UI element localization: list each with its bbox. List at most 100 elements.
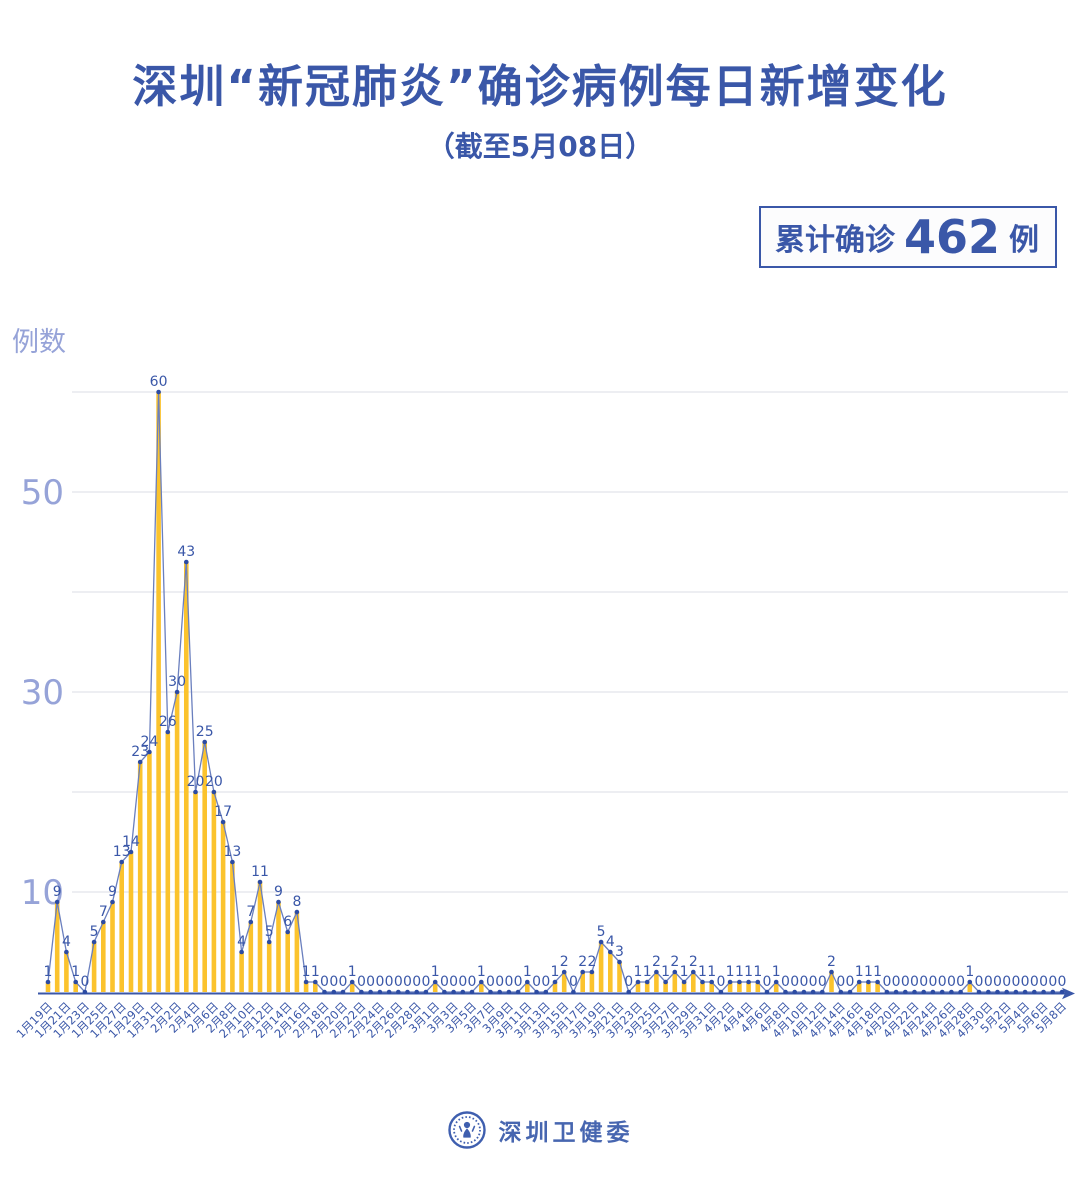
svg-text:11: 11 — [251, 864, 269, 880]
svg-text:0: 0 — [919, 974, 928, 990]
svg-text:0: 0 — [809, 974, 818, 990]
svg-text:2: 2 — [560, 954, 569, 970]
svg-text:50: 50 — [21, 473, 64, 513]
svg-text:5: 5 — [265, 924, 274, 940]
svg-text:0: 0 — [892, 974, 901, 990]
shenzhen-health-commission-logo-icon — [447, 1111, 486, 1149]
svg-text:0: 0 — [781, 974, 790, 990]
svg-text:23: 23 — [131, 744, 149, 760]
bars — [45, 392, 973, 992]
svg-text:1: 1 — [744, 964, 753, 980]
point-labels: 1941057913142324602630432025201713471159… — [44, 374, 1067, 990]
svg-text:1: 1 — [302, 964, 311, 980]
svg-text:0: 0 — [984, 974, 993, 990]
svg-text:1: 1 — [551, 964, 560, 980]
svg-text:5: 5 — [597, 924, 606, 940]
svg-text:5: 5 — [90, 924, 99, 940]
x-tick-labels: 1月19日1月21日1月23日1月25日1月27日1月29日1月31日2月2日2… — [13, 999, 1069, 1041]
svg-text:0: 0 — [938, 974, 947, 990]
svg-text:1: 1 — [71, 964, 80, 980]
svg-text:0: 0 — [1058, 974, 1067, 990]
svg-text:17: 17 — [214, 804, 232, 820]
svg-text:0: 0 — [836, 974, 845, 990]
footer: 深圳卫健委 — [0, 1110, 1080, 1150]
svg-text:4: 4 — [62, 934, 71, 950]
svg-text:0: 0 — [624, 974, 633, 990]
svg-text:0: 0 — [993, 974, 1002, 990]
svg-text:2: 2 — [578, 954, 587, 970]
svg-text:0: 0 — [532, 974, 541, 990]
svg-text:0: 0 — [449, 974, 458, 990]
svg-text:0: 0 — [790, 974, 799, 990]
svg-text:0: 0 — [486, 974, 495, 990]
svg-text:0: 0 — [956, 974, 965, 990]
svg-text:0: 0 — [320, 974, 329, 990]
svg-text:0: 0 — [1011, 974, 1020, 990]
svg-text:0: 0 — [440, 974, 449, 990]
svg-text:1: 1 — [661, 964, 670, 980]
svg-text:1: 1 — [772, 964, 781, 980]
svg-text:2: 2 — [652, 954, 661, 970]
svg-text:0: 0 — [357, 974, 366, 990]
svg-text:9: 9 — [53, 884, 62, 900]
svg-text:1: 1 — [643, 964, 652, 980]
svg-text:1: 1 — [965, 964, 974, 980]
svg-text:30: 30 — [168, 674, 186, 690]
svg-text:1: 1 — [431, 964, 440, 980]
svg-text:1: 1 — [735, 964, 744, 980]
gridlines — [72, 391, 1068, 893]
svg-text:13: 13 — [113, 844, 131, 860]
svg-text:0: 0 — [1048, 974, 1057, 990]
svg-text:0: 0 — [80, 974, 89, 990]
svg-text:4: 4 — [606, 934, 615, 950]
svg-text:0: 0 — [495, 974, 504, 990]
svg-text:0: 0 — [421, 974, 430, 990]
svg-text:26: 26 — [159, 714, 177, 730]
data-points — [45, 389, 1065, 995]
svg-text:0: 0 — [569, 974, 578, 990]
svg-text:9: 9 — [274, 884, 283, 900]
svg-text:2: 2 — [689, 954, 698, 970]
cumulative-total-badge: 累计确诊 462 例 — [758, 206, 1057, 268]
svg-text:60: 60 — [150, 374, 168, 390]
svg-text:0: 0 — [458, 974, 467, 990]
svg-text:8: 8 — [292, 894, 301, 910]
svg-text:0: 0 — [910, 974, 919, 990]
svg-text:0: 0 — [339, 974, 348, 990]
svg-text:0: 0 — [504, 974, 513, 990]
badge-value: 462 — [903, 210, 1000, 264]
svg-text:4: 4 — [237, 934, 246, 950]
svg-text:24: 24 — [140, 734, 158, 750]
svg-text:0: 0 — [928, 974, 937, 990]
svg-text:2: 2 — [827, 954, 836, 970]
svg-text:1: 1 — [707, 964, 716, 980]
svg-text:0: 0 — [882, 974, 891, 990]
svg-text:1: 1 — [44, 964, 53, 980]
svg-text:1: 1 — [477, 964, 486, 980]
svg-text:0: 0 — [818, 974, 827, 990]
badge-unit: 例 — [1009, 223, 1039, 258]
svg-text:20: 20 — [205, 774, 223, 790]
svg-text:0: 0 — [375, 974, 384, 990]
svg-text:0: 0 — [394, 974, 403, 990]
svg-text:7: 7 — [99, 904, 108, 920]
svg-text:0: 0 — [366, 974, 375, 990]
chart-subtitle: （截至5月08日） — [426, 130, 654, 163]
svg-text:1: 1 — [726, 964, 735, 980]
svg-text:0: 0 — [468, 974, 477, 990]
svg-text:0: 0 — [846, 974, 855, 990]
svg-text:14: 14 — [122, 834, 140, 850]
svg-text:1: 1 — [753, 964, 762, 980]
svg-text:2: 2 — [587, 954, 596, 970]
svg-text:20: 20 — [187, 774, 205, 790]
svg-text:25: 25 — [196, 724, 214, 740]
svg-text:3: 3 — [615, 944, 624, 960]
svg-text:0: 0 — [901, 974, 910, 990]
svg-text:0: 0 — [1039, 974, 1048, 990]
chart-title: 深圳“新冠肺炎”确诊病例每日新增变化 — [132, 60, 948, 113]
svg-text:1: 1 — [634, 964, 643, 980]
svg-text:0: 0 — [947, 974, 956, 990]
